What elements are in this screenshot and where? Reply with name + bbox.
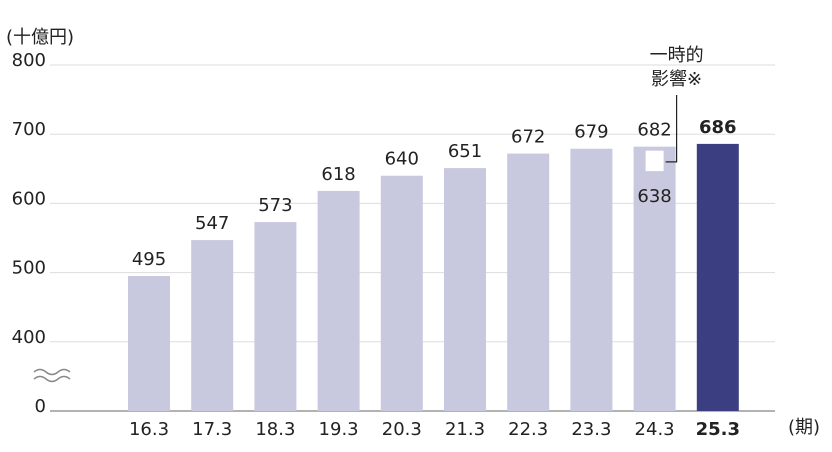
- bar: [254, 222, 297, 411]
- value-label: 547: [195, 213, 229, 234]
- x-tick-label: 24.3: [635, 419, 675, 440]
- x-tick-label: 19.3: [319, 419, 359, 440]
- value-label: 672: [511, 127, 545, 148]
- annotation-text: 一時的: [650, 45, 704, 66]
- y-tick-label: 800: [12, 50, 46, 71]
- x-tick-label: 17.3: [192, 419, 232, 440]
- x-tick-label: 25.3: [696, 419, 740, 440]
- value-label: 640: [385, 149, 419, 170]
- value-label: 682: [637, 120, 671, 141]
- bar: [128, 276, 170, 411]
- bar: [191, 240, 234, 411]
- bar: [380, 175, 423, 411]
- value-label: 686: [699, 117, 737, 138]
- annotation-text: 影響※: [651, 69, 702, 90]
- x-tick-label: 22.3: [508, 419, 548, 440]
- x-tick-label: 21.3: [445, 419, 485, 440]
- x-tick-label: 23.3: [571, 419, 611, 440]
- y-tick-label: 400: [12, 327, 46, 348]
- y-tick-label: 700: [12, 119, 46, 140]
- value-label: 651: [448, 141, 482, 162]
- y-tick-label: 500: [12, 258, 46, 279]
- one-time-impact: [643, 148, 666, 174]
- unit-label: (十億円): [6, 27, 74, 48]
- bar: [507, 153, 550, 412]
- x-tick-label: 18.3: [255, 419, 295, 440]
- value-label: 638: [637, 186, 671, 207]
- y-tick-label: 0: [35, 396, 46, 417]
- x-tick-label: 20.3: [382, 419, 422, 440]
- x-unit-label: (期): [788, 417, 820, 438]
- value-label: 495: [132, 249, 166, 270]
- value-label: 573: [258, 195, 292, 216]
- axis-break: [33, 368, 71, 383]
- bar: [317, 190, 360, 411]
- bar: [570, 148, 613, 411]
- bar: [696, 143, 739, 411]
- value-label: 618: [321, 164, 355, 185]
- leader-line: [665, 95, 678, 163]
- bar: [444, 168, 486, 411]
- bar: [633, 146, 676, 411]
- x-tick-label: 16.3: [129, 419, 169, 440]
- value-label: 679: [574, 122, 608, 143]
- y-tick-label: 600: [12, 188, 46, 209]
